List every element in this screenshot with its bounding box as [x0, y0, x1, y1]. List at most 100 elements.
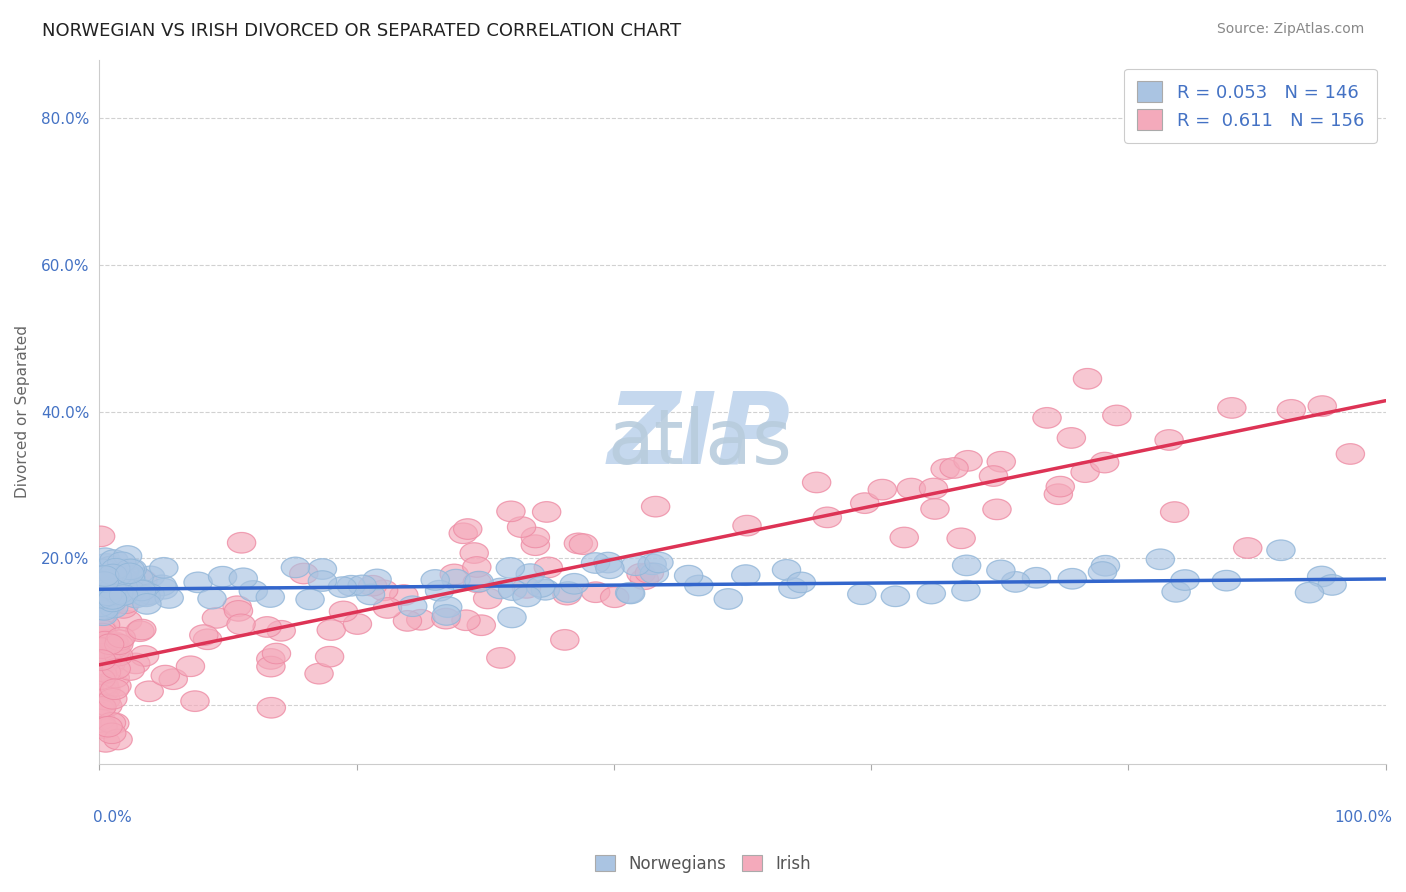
Ellipse shape	[1073, 368, 1102, 389]
Ellipse shape	[890, 527, 918, 548]
Ellipse shape	[433, 597, 461, 617]
Ellipse shape	[96, 634, 124, 655]
Ellipse shape	[432, 605, 461, 625]
Ellipse shape	[101, 571, 129, 591]
Ellipse shape	[486, 648, 515, 668]
Ellipse shape	[93, 597, 121, 617]
Ellipse shape	[463, 572, 492, 592]
Ellipse shape	[406, 609, 434, 630]
Ellipse shape	[87, 571, 117, 591]
Ellipse shape	[89, 575, 117, 596]
Ellipse shape	[953, 450, 983, 471]
Ellipse shape	[952, 555, 981, 575]
Ellipse shape	[290, 563, 318, 583]
Ellipse shape	[526, 576, 555, 598]
Ellipse shape	[98, 579, 127, 599]
Ellipse shape	[685, 575, 713, 596]
Ellipse shape	[636, 563, 664, 583]
Ellipse shape	[569, 534, 598, 555]
Ellipse shape	[463, 557, 491, 577]
Ellipse shape	[190, 624, 218, 645]
Ellipse shape	[239, 581, 267, 601]
Ellipse shape	[640, 563, 668, 583]
Ellipse shape	[522, 527, 550, 548]
Ellipse shape	[983, 500, 1011, 520]
Ellipse shape	[675, 566, 703, 586]
Ellipse shape	[117, 566, 145, 587]
Ellipse shape	[97, 723, 127, 744]
Ellipse shape	[813, 508, 841, 528]
Ellipse shape	[645, 552, 673, 573]
Text: 100.0%: 100.0%	[1334, 810, 1392, 824]
Ellipse shape	[98, 579, 127, 599]
Ellipse shape	[1088, 562, 1116, 582]
Ellipse shape	[1308, 566, 1336, 587]
Ellipse shape	[111, 593, 139, 614]
Ellipse shape	[225, 600, 253, 621]
Ellipse shape	[87, 669, 115, 690]
Ellipse shape	[114, 546, 142, 566]
Ellipse shape	[208, 566, 236, 587]
Ellipse shape	[486, 578, 515, 599]
Ellipse shape	[94, 716, 122, 737]
Ellipse shape	[101, 679, 129, 699]
Ellipse shape	[101, 634, 129, 655]
Ellipse shape	[987, 560, 1015, 581]
Ellipse shape	[1336, 443, 1364, 464]
Ellipse shape	[90, 636, 118, 657]
Ellipse shape	[117, 559, 145, 580]
Ellipse shape	[941, 458, 969, 478]
Ellipse shape	[87, 577, 115, 598]
Ellipse shape	[496, 558, 524, 578]
Ellipse shape	[202, 607, 231, 628]
Ellipse shape	[1171, 570, 1199, 591]
Ellipse shape	[94, 696, 122, 716]
Ellipse shape	[87, 620, 115, 640]
Ellipse shape	[803, 472, 831, 492]
Ellipse shape	[125, 621, 155, 641]
Ellipse shape	[105, 562, 134, 582]
Ellipse shape	[89, 566, 117, 586]
Ellipse shape	[107, 581, 135, 601]
Ellipse shape	[89, 718, 117, 739]
Text: 0.0%: 0.0%	[93, 810, 132, 824]
Ellipse shape	[98, 589, 127, 609]
Ellipse shape	[90, 676, 118, 697]
Ellipse shape	[449, 523, 478, 543]
Ellipse shape	[93, 630, 121, 650]
Ellipse shape	[114, 611, 142, 632]
Ellipse shape	[89, 587, 117, 607]
Ellipse shape	[101, 667, 129, 688]
Ellipse shape	[110, 585, 138, 606]
Ellipse shape	[149, 578, 179, 599]
Ellipse shape	[94, 582, 122, 602]
Ellipse shape	[714, 589, 742, 609]
Ellipse shape	[110, 568, 138, 589]
Ellipse shape	[363, 569, 391, 590]
Ellipse shape	[1154, 430, 1184, 450]
Ellipse shape	[97, 654, 125, 674]
Ellipse shape	[103, 658, 131, 679]
Ellipse shape	[135, 681, 163, 702]
Ellipse shape	[105, 579, 134, 599]
Ellipse shape	[638, 554, 666, 574]
Ellipse shape	[98, 689, 127, 709]
Ellipse shape	[91, 554, 121, 574]
Ellipse shape	[97, 557, 125, 577]
Ellipse shape	[1091, 452, 1119, 473]
Ellipse shape	[295, 590, 325, 610]
Ellipse shape	[533, 501, 561, 522]
Ellipse shape	[616, 583, 645, 604]
Ellipse shape	[426, 581, 454, 601]
Ellipse shape	[98, 579, 127, 599]
Ellipse shape	[104, 646, 132, 666]
Ellipse shape	[1102, 405, 1130, 425]
Ellipse shape	[128, 580, 156, 600]
Ellipse shape	[772, 559, 800, 580]
Ellipse shape	[508, 516, 536, 537]
Ellipse shape	[1295, 582, 1323, 603]
Ellipse shape	[731, 565, 759, 585]
Ellipse shape	[308, 571, 336, 591]
Ellipse shape	[89, 716, 117, 737]
Ellipse shape	[101, 713, 129, 733]
